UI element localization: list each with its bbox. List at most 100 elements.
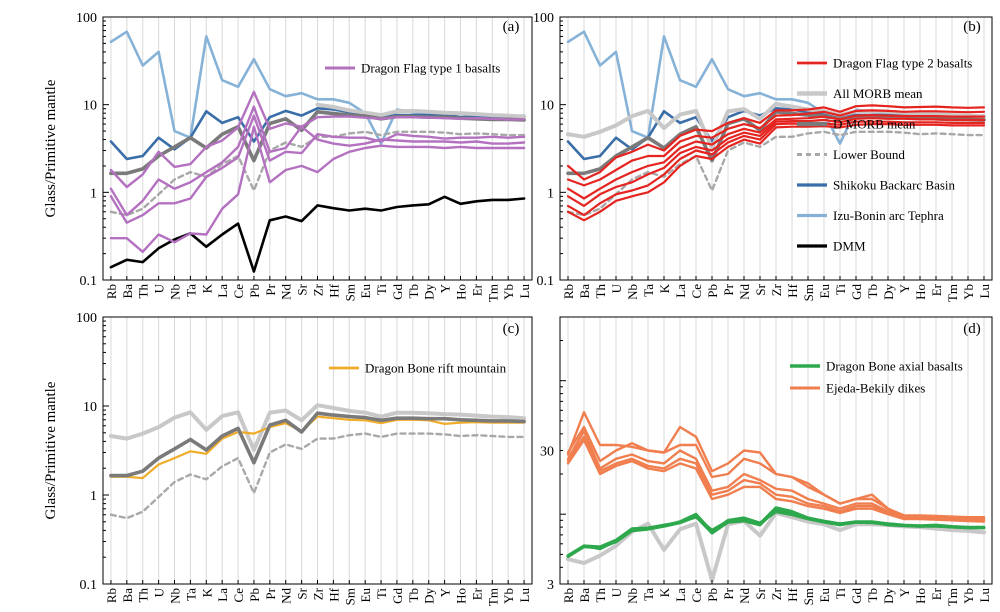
x-tick-label: Er bbox=[929, 587, 944, 600]
series-group bbox=[108, 403, 527, 520]
y-tick-label: 1 bbox=[90, 186, 97, 201]
x-tick-label: Tm bbox=[485, 284, 500, 302]
y-tick-label: 100 bbox=[76, 311, 97, 326]
x-tick-label: Sr bbox=[753, 587, 768, 599]
x-tick-label: Ti bbox=[833, 588, 848, 599]
x-tick-label: Ti bbox=[374, 284, 389, 295]
x-tick-label: Zr bbox=[769, 587, 784, 600]
x-tick-label: Th bbox=[593, 588, 608, 603]
x-tick-label: Ce bbox=[231, 284, 246, 299]
x-tick-label: Tm bbox=[945, 284, 960, 302]
x-tick-label: Ho bbox=[913, 588, 928, 604]
x-tick-label: Dy bbox=[881, 588, 896, 604]
x-tick-label: Ti bbox=[833, 284, 848, 295]
legend-label-dmm: DMM bbox=[833, 239, 866, 254]
x-tick-label: Eu bbox=[358, 284, 373, 299]
x-tick-label: Lu bbox=[517, 284, 532, 299]
series-line-dragon-flag-type-1-basalts bbox=[109, 105, 526, 217]
series-line-dragon-bone-rift-mountain bbox=[109, 415, 526, 480]
series-line-all-morb-mean bbox=[315, 102, 527, 119]
series-line-dragon-flag-type-1-basalts bbox=[109, 90, 526, 189]
x-tick-label: Eu bbox=[358, 588, 373, 603]
legend-label-all-morb-mean: All MORB mean bbox=[833, 86, 923, 101]
y-tick-label: 0.1 bbox=[80, 274, 98, 289]
series-line-ejeda-bekily-dikes bbox=[566, 438, 986, 523]
legend-label-dragon-bone-axial-basalts: Dragon Bone axial basalts bbox=[826, 359, 963, 374]
x-tick-label: Ce bbox=[689, 284, 704, 299]
x-tick-label: Er bbox=[469, 587, 484, 600]
x-tick-label: Tb bbox=[406, 284, 421, 298]
series-line-dragon-flag-type-2-basalts bbox=[566, 109, 986, 187]
x-tick-label: Dy bbox=[422, 284, 437, 300]
x-tick-label: Tb bbox=[865, 588, 880, 602]
x-tick-label: Nb bbox=[625, 284, 640, 300]
x-tick-label: Gd bbox=[849, 284, 864, 300]
x-tick-label: Gd bbox=[390, 284, 405, 300]
x-tick-label: Nb bbox=[168, 284, 183, 300]
x-tick-label: Th bbox=[593, 284, 608, 299]
x-tick-label: Sr bbox=[295, 587, 310, 599]
x-tick-label: Pr bbox=[721, 283, 736, 295]
series-line-dmm bbox=[109, 195, 526, 273]
x-tick-label: Hf bbox=[785, 283, 800, 297]
x-tick-label: Ce bbox=[231, 588, 246, 603]
x-tick-label: Zr bbox=[311, 587, 326, 600]
x-tick-label: Rb bbox=[561, 284, 576, 299]
y-tick-label: 3 bbox=[547, 578, 554, 593]
x-tick-label: Ba bbox=[577, 588, 592, 603]
x-tick-label: Pb bbox=[247, 588, 262, 602]
series-line-lower-bound bbox=[566, 130, 986, 217]
x-tick-label: K bbox=[199, 587, 214, 597]
x-tick-label: Nd bbox=[279, 284, 294, 300]
x-tick-label: Yb bbox=[961, 284, 976, 300]
x-tick-label: Ho bbox=[913, 284, 928, 300]
legend-label-lower-bound: Lower Bound bbox=[833, 147, 905, 162]
x-tick-label: Ta bbox=[641, 588, 656, 601]
series-group bbox=[566, 30, 986, 222]
x-tick-label: Dy bbox=[881, 284, 896, 300]
x-tick-label: Pr bbox=[263, 587, 278, 599]
series-line-lower-bound bbox=[109, 432, 526, 520]
series-line-d-morb-mean bbox=[109, 411, 526, 478]
series-line-dragon-flag-type-2-basalts bbox=[566, 123, 986, 222]
panel-label: (d) bbox=[963, 321, 981, 337]
x-tick-label: K bbox=[657, 587, 672, 597]
x-tick-label: U bbox=[152, 283, 167, 293]
x-tick-label: Sr bbox=[295, 283, 310, 295]
x-tick-label: Hf bbox=[785, 587, 800, 601]
x-tick-label: Ce bbox=[689, 588, 704, 603]
series-line-dragon-flag-type-2-basalts bbox=[566, 117, 986, 207]
x-tick-label: Ho bbox=[454, 284, 469, 300]
x-tick-label: Pb bbox=[705, 284, 720, 298]
x-tick-label: Ti bbox=[374, 588, 389, 599]
x-tick-label: Ba bbox=[577, 284, 592, 299]
x-tick-label: Y bbox=[438, 587, 453, 597]
series-line-dragon-flag-type-1-basalts bbox=[109, 125, 526, 253]
series-line-all-morb-mean bbox=[566, 101, 986, 150]
x-tick-label: U bbox=[152, 587, 167, 597]
x-tick-label: Ba bbox=[120, 588, 135, 603]
x-tick-label: Sm bbox=[801, 588, 816, 605]
series-group bbox=[566, 411, 986, 583]
legend-label-izu-bonin-arc-tephra: Izu-Bonin arc Tephra bbox=[833, 208, 944, 223]
x-tick-label: K bbox=[199, 283, 214, 293]
x-tick-label: Lu bbox=[977, 284, 992, 299]
series-line-dragon-bone-axial-basalts bbox=[566, 508, 986, 559]
x-tick-label: Pr bbox=[263, 283, 278, 295]
x-tick-label: Tm bbox=[945, 588, 960, 606]
x-tick-label: Rb bbox=[561, 588, 576, 603]
legend-label-dragon-bone-rift-mountain: Dragon Bone rift mountain bbox=[365, 361, 507, 376]
x-tick-label: Ta bbox=[183, 588, 198, 601]
x-tick-label: U bbox=[609, 283, 624, 293]
x-tick-label: Y bbox=[897, 283, 912, 293]
x-tick-label: Lu bbox=[977, 588, 992, 603]
x-tick-label: La bbox=[673, 588, 688, 602]
x-tick-label: Yb bbox=[501, 588, 516, 604]
panel-label: (c) bbox=[503, 321, 520, 337]
x-tick-label: Nd bbox=[279, 588, 294, 604]
x-tick-label: Rb bbox=[104, 284, 119, 299]
x-tick-label: Yb bbox=[961, 588, 976, 604]
legend-label-shikoku-backarc-basin: Shikoku Backarc Basin bbox=[833, 178, 956, 193]
